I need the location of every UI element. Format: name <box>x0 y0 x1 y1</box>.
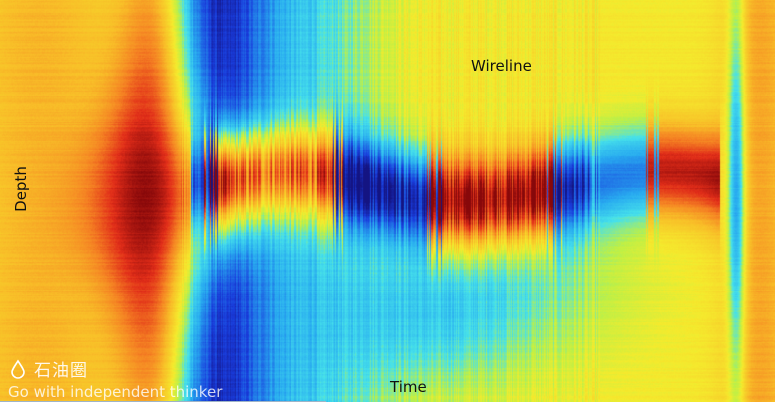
watermark-en: Go with independent thinker <box>8 383 223 401</box>
watermark: 石油圈 Go with independent thinker <box>8 356 222 401</box>
x-axis-label: Time <box>390 378 427 396</box>
y-axis-label: Depth <box>12 166 30 212</box>
drop-logo-icon <box>11 359 25 379</box>
wireline-annotation: Wireline <box>471 57 532 75</box>
watermark-cn: 石油圈 <box>34 361 88 381</box>
